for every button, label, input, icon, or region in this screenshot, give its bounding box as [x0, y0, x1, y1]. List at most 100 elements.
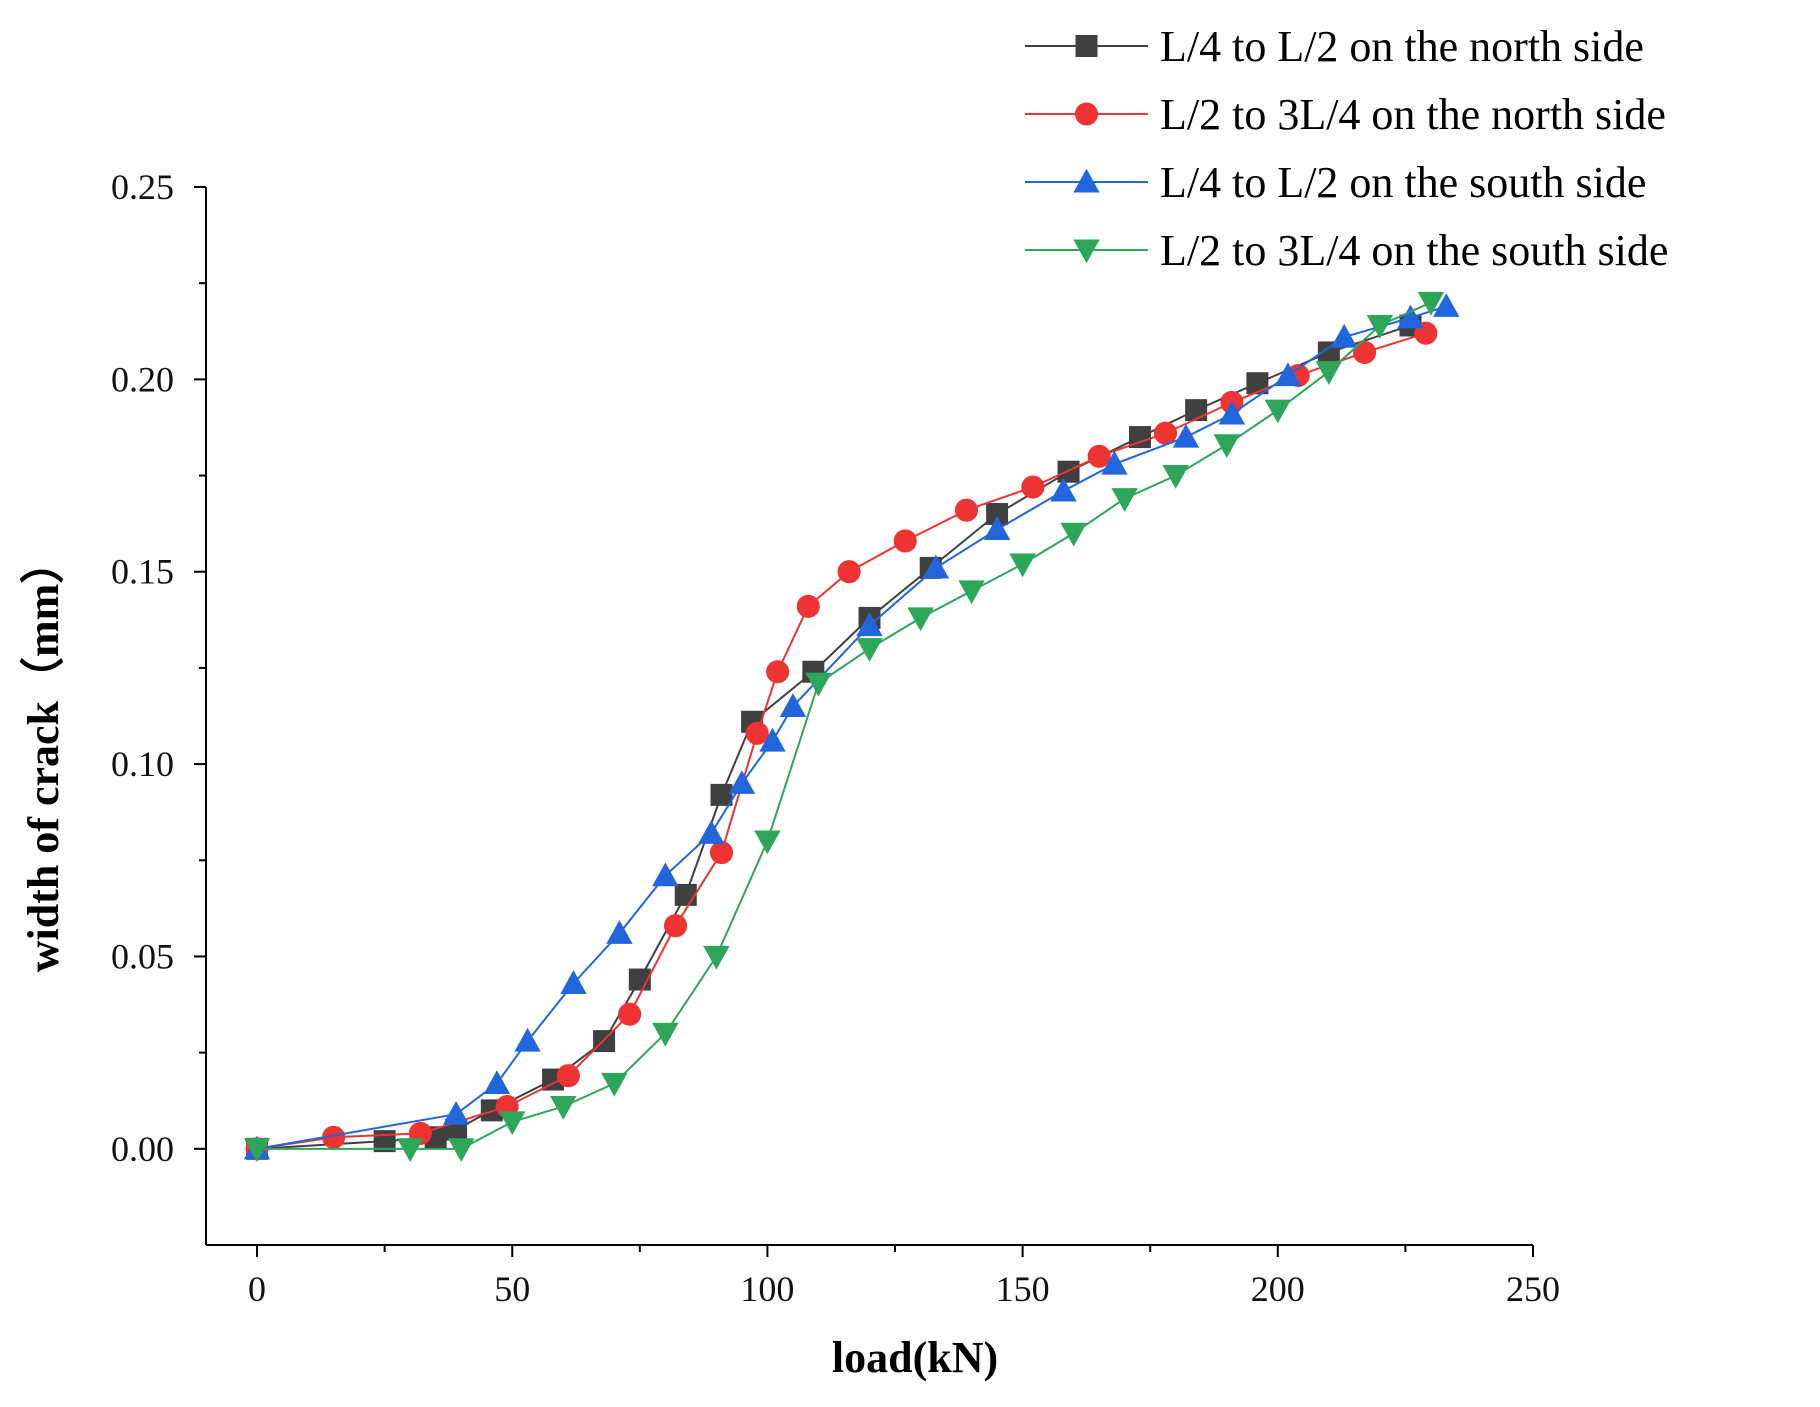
legend-marker — [1075, 35, 1098, 57]
legend-label: L/2 to 3L/4 on the north side — [1160, 90, 1666, 139]
axes: 0 50 100 150 200 250 0.00 0.05 0.10 0.15 0.20 0.25 — [111, 167, 1560, 1309]
data-point — [1433, 293, 1460, 317]
data-point — [1129, 426, 1152, 449]
data-point — [652, 862, 679, 887]
legend-entry: L/2 to 3L/4 on the north side — [1025, 90, 1666, 139]
legend-entry: L/4 to L/2 on the south side — [1025, 158, 1646, 207]
data-point — [1397, 304, 1424, 329]
data-point — [703, 945, 730, 970]
series-line — [256, 305, 1447, 1150]
data-point — [1353, 340, 1377, 364]
series-1 — [246, 314, 1422, 1160]
legend: L/4 to L/2 on the north side L/2 to 3L/4 … — [1025, 22, 1668, 275]
data-point — [1111, 488, 1138, 512]
data-point — [1246, 372, 1269, 395]
y-axis-title: width of crack（mm） — [19, 540, 68, 973]
data-point — [745, 721, 769, 745]
data-point — [907, 607, 934, 632]
data-point — [856, 612, 883, 637]
data-point — [1087, 444, 1111, 468]
legend-label: L/4 to L/2 on the south side — [1160, 158, 1646, 207]
data-point — [1172, 423, 1200, 448]
data-point — [447, 1138, 475, 1163]
data-point — [1060, 522, 1087, 547]
legend-entry: L/2 to 3L/4 on the south side — [1025, 226, 1668, 275]
data-point — [606, 920, 633, 944]
data-point — [442, 1100, 470, 1125]
data-point — [1218, 400, 1246, 425]
data-point — [601, 1072, 628, 1097]
data-point — [1366, 314, 1394, 339]
data-point — [983, 516, 1011, 540]
legend-entry: L/4 to L/2 on the north side — [1025, 22, 1644, 71]
data-point — [954, 498, 979, 522]
data-point — [618, 1002, 642, 1026]
data-point — [396, 1138, 424, 1163]
series-2 — [245, 321, 1438, 1161]
data-point — [674, 883, 697, 906]
data-point — [483, 1070, 511, 1094]
data-point — [1057, 460, 1080, 483]
y-tick-label: 0.05 — [111, 936, 174, 976]
data-point — [1021, 475, 1045, 499]
data-point — [1185, 399, 1208, 422]
legend-marker — [1074, 102, 1099, 126]
data-point — [805, 672, 832, 697]
data-point — [514, 1027, 541, 1052]
x-tick-label: 250 — [1506, 1269, 1560, 1309]
data-point — [652, 1022, 679, 1047]
series-3 — [243, 293, 1460, 1160]
data-point — [710, 783, 733, 806]
data-point — [1101, 450, 1128, 475]
x-axis-title: load(kN) — [832, 1333, 998, 1382]
y-tick-label: 0.15 — [111, 552, 174, 592]
x-tick-label: 0 — [248, 1269, 266, 1309]
data-point — [1009, 553, 1036, 578]
data-point — [243, 1138, 271, 1163]
y-tick-label: 0.25 — [111, 167, 174, 207]
y-tick-label: 0.20 — [111, 359, 174, 399]
data-point — [698, 820, 725, 844]
y-tick-label: 0.00 — [111, 1129, 174, 1169]
data-point — [922, 554, 950, 579]
data-point — [322, 1125, 346, 1149]
data-point — [986, 503, 1009, 526]
data-point — [1315, 361, 1343, 385]
data-point — [556, 1064, 580, 1088]
data-point — [759, 727, 786, 752]
data-point — [1213, 434, 1240, 458]
legend-marker — [1073, 168, 1100, 193]
data-point — [1417, 291, 1445, 316]
x-tick-label: 100 — [740, 1269, 794, 1309]
data-point — [1050, 477, 1077, 502]
x-tick-label: 150 — [996, 1269, 1050, 1309]
data-point — [837, 560, 861, 584]
series-layer — [243, 291, 1460, 1163]
y-tick-label: 0.10 — [111, 744, 174, 784]
data-point — [728, 770, 756, 794]
series-line — [256, 324, 1411, 1150]
legend-label: L/2 to 3L/4 on the south side — [1160, 226, 1668, 275]
series-4 — [243, 291, 1445, 1163]
data-point — [1162, 464, 1189, 489]
data-point — [766, 660, 790, 684]
data-point — [550, 1095, 577, 1120]
data-point — [709, 841, 734, 865]
data-point — [560, 970, 587, 994]
data-point — [1153, 421, 1178, 445]
data-point — [779, 693, 807, 717]
data-point — [856, 638, 883, 662]
data-point — [664, 914, 688, 938]
x-tick-label: 200 — [1251, 1269, 1305, 1309]
series-line — [256, 332, 1427, 1150]
data-point — [1264, 399, 1292, 424]
data-point — [958, 580, 985, 605]
data-point — [893, 529, 917, 553]
data-point — [1274, 362, 1302, 387]
series-line — [257, 301, 1432, 1150]
x-tick-label: 50 — [494, 1269, 530, 1309]
data-point — [754, 830, 781, 855]
data-point — [499, 1111, 526, 1136]
data-point — [1330, 323, 1358, 348]
